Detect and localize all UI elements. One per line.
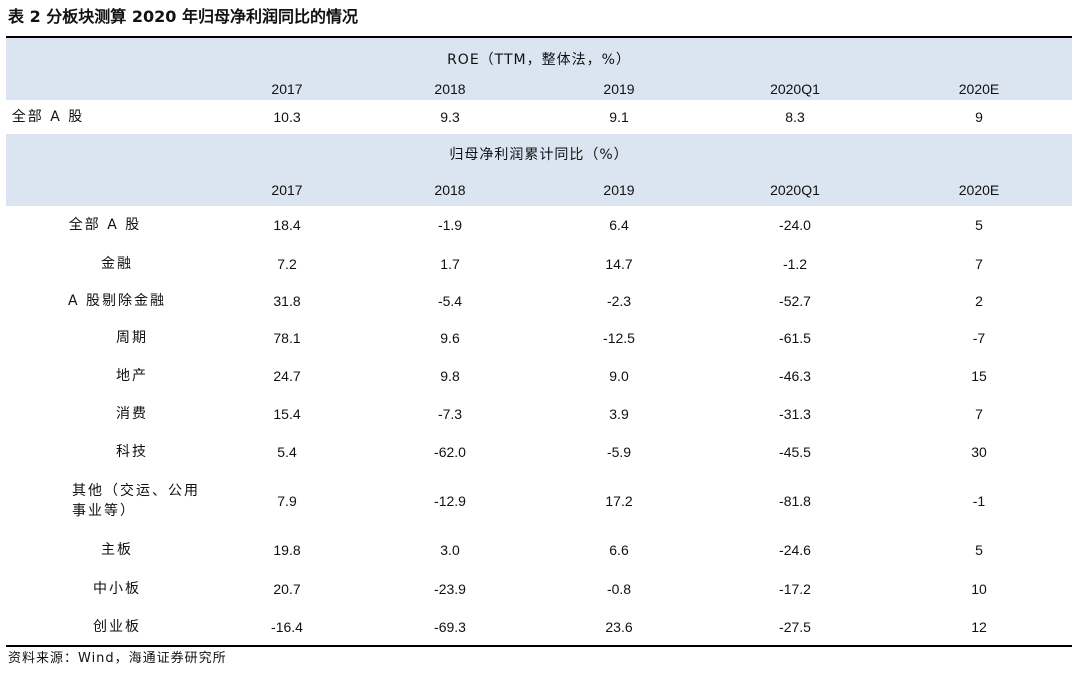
table-cell: 10.3 (273, 109, 301, 125)
table-cell: -45.5 (779, 444, 811, 460)
table-cell: 24.7 (273, 368, 301, 384)
column-header: 2017 (271, 81, 303, 97)
table-cell: -7 (972, 330, 986, 346)
row-label: 周期 (116, 330, 148, 346)
table-cell: -17.2 (779, 581, 811, 597)
table-cell: -27.5 (779, 619, 811, 635)
column-header: 2019 (603, 81, 635, 97)
roe-header-band (6, 38, 1072, 100)
table-cell: 17.2 (605, 493, 633, 509)
row-label: 科技 (116, 444, 148, 460)
column-header: 2018 (434, 182, 466, 198)
table-cell: 30 (971, 444, 987, 460)
row-label: 全部 A 股 (11, 109, 85, 125)
table-cell: -1.9 (437, 217, 463, 233)
table-cell: 14.7 (605, 256, 633, 272)
table-cell: 19.8 (273, 542, 301, 558)
table-cell: 15 (971, 368, 987, 384)
table-cell: 9.1 (609, 109, 629, 125)
table-cell: 78.1 (273, 330, 301, 346)
table-cell: -69.3 (434, 619, 466, 635)
table-cell: -2.3 (606, 293, 632, 309)
column-header: 2020E (958, 81, 1000, 97)
table-cell: 7 (975, 256, 983, 272)
table-cell: -31.3 (779, 406, 811, 422)
row-label: 其他（交运、公用事业等） (72, 483, 200, 519)
table-cell: 9.3 (440, 109, 460, 125)
table-cell: 5 (975, 217, 983, 233)
table-cell: -5.9 (606, 444, 632, 460)
table-cell: 6.6 (609, 542, 629, 558)
row-label: 消费 (116, 406, 148, 422)
table-cell: 9.8 (440, 368, 460, 384)
column-header: 2020E (958, 182, 1000, 198)
table-cell: -1 (972, 493, 986, 509)
yoy-group-title: 归母净利润累计同比（%） (449, 147, 629, 163)
row-label: 全部 A 股 (68, 217, 142, 233)
table-cell: 15.4 (273, 406, 301, 422)
yoy-header-band (6, 134, 1072, 206)
table-cell: -62.0 (434, 444, 466, 460)
table-cell: 9.6 (440, 330, 460, 346)
table-cell: 5 (975, 542, 983, 558)
table-cell: -61.5 (779, 330, 811, 346)
table-cell: 8.3 (785, 109, 805, 125)
roe-group-title: ROE（TTM，整体法，%） (447, 52, 631, 68)
table-cell: 7.2 (277, 256, 297, 272)
table-cell: 3.9 (609, 406, 629, 422)
row-label: 金融 (101, 256, 133, 272)
table-cell: -16.4 (271, 619, 303, 635)
table-cell: -1.2 (782, 256, 808, 272)
table-cell: -24.6 (779, 542, 811, 558)
table-cell: 12 (971, 619, 987, 635)
table-cell: -12.9 (434, 493, 466, 509)
table-cell: 2 (975, 293, 983, 309)
table-cell: 31.8 (273, 293, 301, 309)
column-header: 2017 (271, 182, 303, 198)
table-cell: -23.9 (434, 581, 466, 597)
column-header: 2018 (434, 81, 466, 97)
table-cell: -81.8 (779, 493, 811, 509)
table-cell: 20.7 (273, 581, 301, 597)
table-title: 表 2 分板块测算 2020 年归母净利润同比的情况 (8, 7, 358, 26)
table-cell: 9 (975, 109, 983, 125)
column-header: 2019 (603, 182, 635, 198)
table-cell: 3.0 (440, 542, 460, 558)
table-cell: -52.7 (779, 293, 811, 309)
table-cell: -0.8 (606, 581, 632, 597)
source-note: 资料来源：Wind，海通证券研究所 (8, 651, 227, 666)
table-cell: 9.0 (609, 368, 629, 384)
table-cell: -24.0 (779, 217, 811, 233)
bottom-rule (6, 645, 1072, 647)
table-cell: 6.4 (609, 217, 629, 233)
table-cell: -46.3 (779, 368, 811, 384)
row-label: 创业板 (93, 619, 141, 635)
table-cell: -7.3 (437, 406, 463, 422)
table-cell: 23.6 (605, 619, 633, 635)
column-header: 2020Q1 (770, 182, 820, 198)
table-cell: 7.9 (277, 493, 297, 509)
table-cell: 18.4 (273, 217, 301, 233)
table-cell: 10 (971, 581, 987, 597)
table-cell: -12.5 (603, 330, 635, 346)
row-label: 主板 (101, 542, 133, 558)
table-cell: 1.7 (440, 256, 460, 272)
row-label: 地产 (116, 368, 148, 384)
row-label: A 股剔除金融 (67, 293, 167, 309)
table-cell: -5.4 (437, 293, 463, 309)
column-header: 2020Q1 (770, 81, 820, 97)
table-cell: 7 (975, 406, 983, 422)
row-label: 中小板 (93, 581, 141, 597)
table-cell: 5.4 (277, 444, 297, 460)
top-rule (6, 36, 1072, 38)
